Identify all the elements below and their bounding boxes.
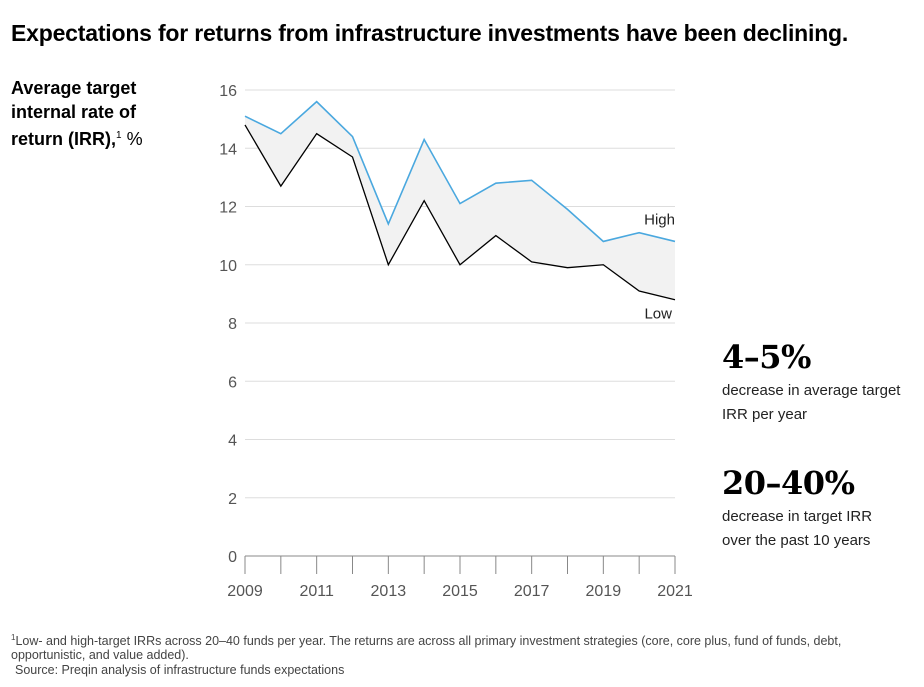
x-tick-label: 2019 (586, 583, 622, 600)
stat-block-2: 20–40% decrease in target IRR over the p… (722, 464, 902, 553)
y-tick-label: 2 (228, 491, 237, 508)
stat-text-2: decrease in target IRR over the past 10 … (722, 508, 873, 549)
y-axis-label-footnote-marker: 1 (116, 130, 122, 141)
footnote: 1Low- and high-target IRRs across 20–40 … (11, 631, 901, 662)
y-tick-label: 6 (228, 374, 237, 391)
x-tick-label: 2021 (657, 583, 693, 600)
y-axis-label-unit: % (126, 129, 143, 149)
source-note: Source: Preqin analysis of infrastructur… (15, 663, 345, 677)
y-tick-label: 0 (228, 549, 237, 566)
x-tick-label: 2017 (514, 583, 550, 600)
footnote-marker: 1 (11, 633, 16, 642)
y-axis-label-text: Average target internal rate of return (… (11, 78, 137, 149)
range-band (245, 101, 675, 300)
x-tick-label: 2011 (299, 583, 334, 600)
high-series-line (244, 100, 676, 243)
chart-title: Expectations for returns from infrastruc… (11, 20, 849, 46)
y-tick-label: 14 (219, 141, 237, 158)
y-tick-label: 10 (219, 258, 237, 275)
y-tick-label: 16 (219, 83, 237, 100)
x-tick-label: 2013 (371, 583, 407, 600)
y-tick-label: 12 (219, 200, 237, 217)
footnote-text: Low- and high-target IRRs across 20–40 f… (11, 634, 842, 663)
stat-value-2: 20–40% (722, 464, 855, 502)
x-tick-label: 2009 (227, 583, 263, 600)
stat-text-1: decrease in average target IRR per year (722, 382, 901, 423)
stat-value-1: 4–5% (722, 338, 811, 376)
stat-block-1: 4–5% decrease in average target IRR per … (722, 338, 902, 427)
y-axis-label: Average target internal rate of return (… (11, 76, 181, 151)
x-tick-label: 2015 (442, 583, 478, 600)
low-series-line (244, 124, 676, 301)
high-series-label: High (644, 211, 675, 228)
y-tick-label: 4 (228, 433, 237, 450)
low-series-label: Low (644, 306, 672, 323)
y-tick-label: 8 (228, 316, 237, 333)
